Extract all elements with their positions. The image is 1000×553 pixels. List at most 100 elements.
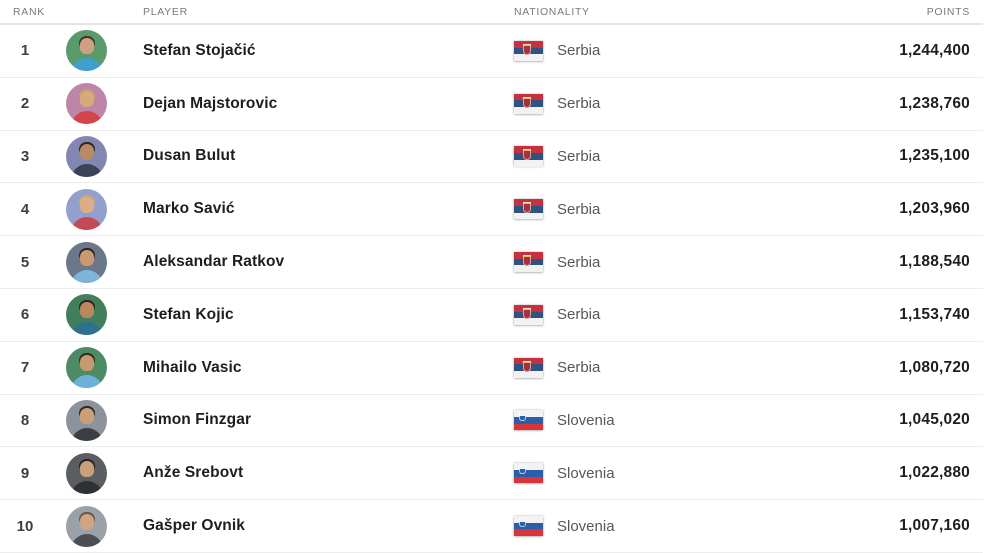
flag-stripe-bottom bbox=[514, 423, 543, 431]
table-row[interactable]: 7 Mihailo Vasic Serbia 1,080,720 bbox=[0, 341, 983, 395]
flag-stripe-middle bbox=[514, 417, 543, 424]
table-row[interactable]: 10 Gašper Ovnik Slovenia 1,007,160 bbox=[0, 500, 983, 553]
avatar-face bbox=[79, 513, 94, 530]
points-value: 1,080,720 bbox=[899, 358, 970, 376]
nationality-label: Serbia bbox=[557, 253, 601, 271]
rank-column-header: RANK bbox=[13, 5, 45, 18]
avatar-cell bbox=[50, 30, 143, 72]
avatar-jersey bbox=[70, 269, 103, 283]
points-value: 1,238,760 bbox=[899, 94, 970, 112]
flag-coat-of-arms bbox=[523, 307, 531, 319]
serbia-flag-icon bbox=[514, 357, 543, 378]
rank-value: 1 bbox=[20, 42, 30, 60]
table-row[interactable]: 8 Simon Finzgar Slovenia 1,045,020 bbox=[0, 394, 983, 448]
player-avatar bbox=[66, 505, 107, 547]
rank-value: 10 bbox=[16, 517, 34, 535]
avatar-jersey bbox=[70, 427, 103, 441]
table-row[interactable]: 9 Anže Srebovt Slovenia 1,022,880 bbox=[0, 447, 983, 501]
avatar-face bbox=[79, 143, 94, 160]
player-name[interactable]: Aleksandar Ratkov bbox=[143, 253, 285, 271]
flag-stripe-bottom bbox=[514, 529, 543, 537]
nationality-label: Slovenia bbox=[557, 411, 615, 429]
nationality-cell: Serbia bbox=[514, 199, 820, 220]
slovenia-flag-icon bbox=[514, 410, 543, 431]
player-name[interactable]: Simon Finzgar bbox=[143, 411, 252, 429]
player-avatar bbox=[66, 399, 107, 441]
player-name[interactable]: Dejan Majstorovic bbox=[143, 94, 278, 112]
nationality-label: Serbia bbox=[557, 200, 601, 218]
flag-coat-of-arms bbox=[523, 202, 531, 214]
player-name[interactable]: Dusan Bulut bbox=[143, 147, 236, 165]
flag-coat-of-arms bbox=[523, 255, 531, 267]
slovenia-flag-icon bbox=[514, 516, 543, 537]
nationality-column-header: NATIONALITY bbox=[514, 5, 590, 18]
rank-value: 7 bbox=[20, 359, 30, 377]
table-body: 1 Stefan Stojačić Serbia 1,244,400 2 bbox=[0, 25, 983, 553]
table-row[interactable]: 4 Marko Savić Serbia 1,203,960 bbox=[0, 183, 983, 237]
player-name[interactable]: Marko Savić bbox=[143, 200, 235, 218]
player-avatar bbox=[66, 347, 107, 389]
table-row[interactable]: 6 Stefan Kojic Serbia 1,153,740 bbox=[0, 288, 983, 342]
player-avatar bbox=[66, 452, 107, 494]
nationality-label: Serbia bbox=[557, 42, 601, 60]
rank-value: 6 bbox=[20, 306, 30, 324]
table-row[interactable]: 1 Stefan Stojačić Serbia 1,244,400 bbox=[0, 25, 983, 78]
avatar-face bbox=[79, 407, 94, 424]
nationality-label: Serbia bbox=[557, 306, 601, 324]
nationality-cell: Serbia bbox=[514, 146, 820, 167]
rank-value: 5 bbox=[20, 253, 30, 271]
avatar-cell bbox=[50, 452, 143, 494]
flag-stripe-top bbox=[514, 516, 543, 523]
player-name[interactable]: Anže Srebovt bbox=[143, 464, 244, 482]
flag-stripe-bottom bbox=[514, 371, 543, 378]
flag-stripe-bottom bbox=[514, 54, 543, 61]
flag-stripe-bottom bbox=[514, 212, 543, 220]
avatar-cell bbox=[50, 399, 143, 441]
avatar-cell bbox=[50, 83, 143, 125]
nationality-label: Serbia bbox=[557, 359, 601, 377]
avatar-jersey bbox=[70, 58, 103, 72]
player-name[interactable]: Gašper Ovnik bbox=[143, 517, 245, 535]
nationality-label: Serbia bbox=[557, 147, 601, 165]
nationality-cell: Serbia bbox=[514, 252, 820, 273]
avatar-jersey bbox=[70, 111, 103, 125]
player-avatar bbox=[66, 83, 107, 125]
flag-coat-of-arms bbox=[523, 43, 531, 55]
player-column-header: PLAYER bbox=[143, 5, 188, 18]
avatar-face bbox=[79, 355, 94, 372]
avatar-cell bbox=[50, 294, 143, 336]
nationality-label: Slovenia bbox=[557, 464, 615, 482]
points-value: 1,188,540 bbox=[899, 253, 970, 271]
serbia-flag-icon bbox=[514, 40, 543, 61]
table-row[interactable]: 5 Aleksandar Ratkov Serbia 1,188,540 bbox=[0, 236, 983, 289]
nationality-cell: Serbia bbox=[514, 357, 820, 378]
slovenia-flag-icon bbox=[514, 463, 543, 484]
flag-stripe-bottom bbox=[514, 159, 543, 167]
avatar-jersey bbox=[70, 216, 103, 230]
flag-stripe-bottom bbox=[514, 107, 543, 114]
points-value: 1,203,960 bbox=[899, 200, 970, 218]
avatar-face bbox=[79, 38, 94, 55]
table-row[interactable]: 2 Dejan Majstorovic Serbia 1,238,760 bbox=[0, 77, 983, 131]
points-value: 1,022,880 bbox=[899, 464, 970, 482]
flag-coat-of-arms bbox=[519, 412, 526, 422]
avatar-cell bbox=[50, 347, 143, 389]
rank-value: 2 bbox=[20, 95, 30, 113]
avatar-jersey bbox=[70, 533, 103, 547]
flag-stripe-bottom bbox=[514, 318, 543, 325]
avatar-face bbox=[79, 460, 94, 477]
serbia-flag-icon bbox=[514, 146, 543, 167]
player-name[interactable]: Stefan Kojic bbox=[143, 305, 234, 323]
serbia-flag-icon bbox=[514, 252, 543, 273]
rank-value: 9 bbox=[20, 464, 30, 482]
flag-coat-of-arms bbox=[519, 465, 526, 475]
flag-coat-of-arms bbox=[523, 360, 531, 372]
player-name[interactable]: Stefan Stojačić bbox=[143, 41, 256, 59]
player-name[interactable]: Mihailo Vasic bbox=[143, 358, 242, 376]
flag-stripe-bottom bbox=[514, 265, 543, 273]
nationality-label: Slovenia bbox=[557, 517, 615, 535]
table-row[interactable]: 3 Dusan Bulut Serbia 1,235,100 bbox=[0, 130, 983, 184]
points-value: 1,235,100 bbox=[899, 147, 970, 165]
flag-coat-of-arms bbox=[523, 96, 531, 108]
